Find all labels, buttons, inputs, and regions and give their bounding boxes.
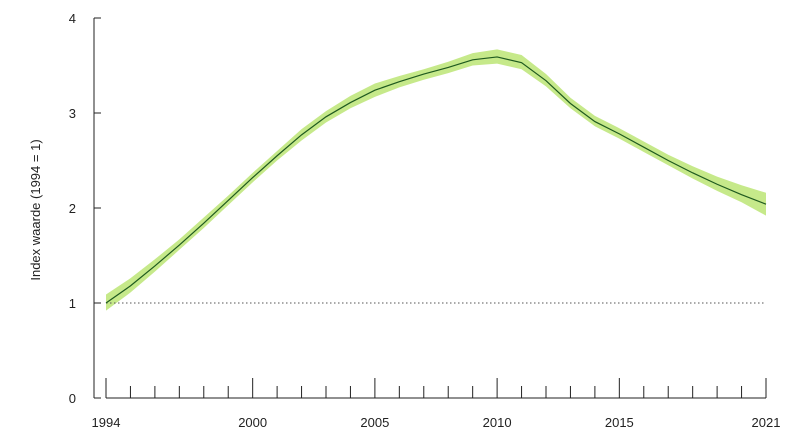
x-axis: 1994 2000 2005 2010 2015 2021 — [92, 378, 781, 430]
x-tick-label: 2010 — [483, 415, 512, 430]
y-tick-label: 1 — [69, 296, 76, 311]
x-tick-label: 2021 — [752, 415, 781, 430]
x-tick-label: 1994 — [92, 415, 121, 430]
y-tick-label: 2 — [69, 201, 76, 216]
y-tick-label: 3 — [69, 106, 76, 121]
y-tick-label: 4 — [69, 11, 76, 26]
x-tick-label: 2000 — [238, 415, 267, 430]
x-tick-label: 2005 — [360, 415, 389, 430]
y-axis-title: Index waarde (1994 = 1) — [28, 139, 43, 280]
y-tick-label: 0 — [69, 391, 76, 406]
series-line-layer — [105, 56, 767, 304]
series-line — [105, 56, 767, 304]
x-tick-label: 2015 — [605, 415, 634, 430]
y-axis: 0 1 2 3 4 — [69, 11, 101, 406]
confidence-band-layer — [106, 49, 766, 311]
confidence-band — [106, 49, 766, 311]
